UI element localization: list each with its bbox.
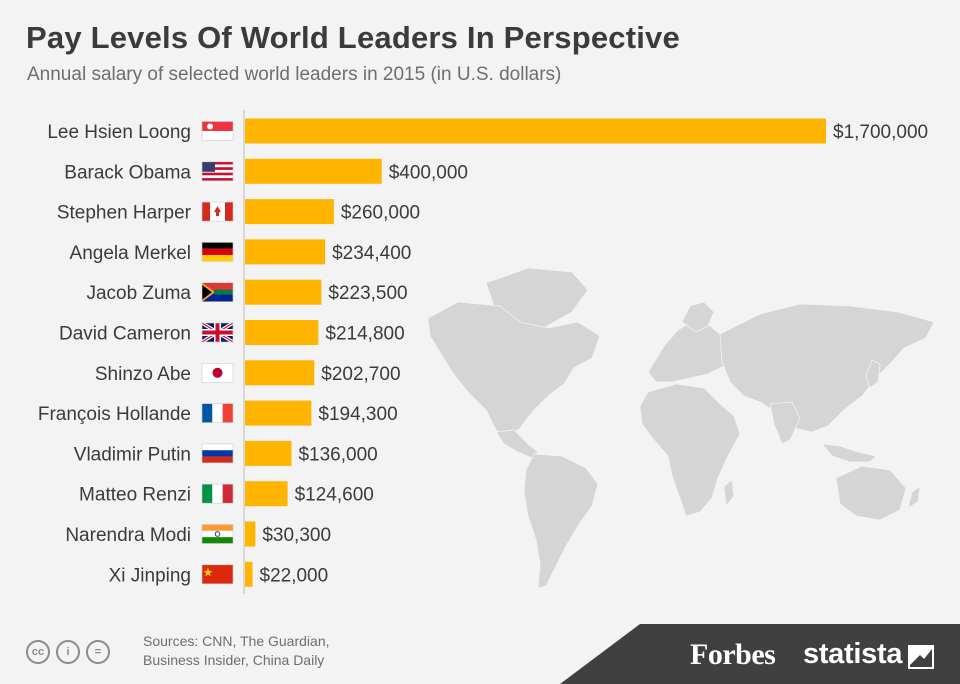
bar[interactable] bbox=[245, 481, 288, 507]
category-label: François Hollande bbox=[38, 404, 191, 425]
category-label: Stephen Harper bbox=[57, 203, 192, 224]
value-label: $234,400 bbox=[332, 243, 411, 264]
statista-logo[interactable]: statista bbox=[803, 638, 903, 670]
bar[interactable] bbox=[245, 521, 256, 547]
value-label: $22,000 bbox=[260, 565, 329, 586]
south-africa-flag-icon bbox=[201, 282, 234, 303]
bar[interactable] bbox=[245, 279, 322, 305]
category-label: Angela Merkel bbox=[70, 243, 191, 264]
canada-flag-icon bbox=[201, 201, 234, 222]
category-label: Shinzo Abe bbox=[95, 364, 191, 385]
forbes-logo[interactable]: Forbes bbox=[690, 638, 776, 671]
category-label: Xi Jinping bbox=[109, 565, 191, 586]
bar-row: Barack Obama $400,000 bbox=[64, 158, 468, 184]
france-flag-icon bbox=[201, 403, 234, 423]
category-label: Vladimir Putin bbox=[74, 444, 191, 465]
source-line-2: Business Insider, China Daily bbox=[143, 652, 325, 668]
value-label: $30,300 bbox=[262, 525, 331, 546]
no-derivatives-icon[interactable]: = bbox=[86, 640, 110, 664]
bar-row: Lee Hsien Loong $1,700,000 bbox=[47, 118, 928, 144]
china-flag-icon bbox=[201, 564, 234, 585]
bar-row: Jacob Zuma $223,500 bbox=[86, 279, 408, 305]
uk-flag-icon bbox=[201, 321, 234, 344]
source-line-1: Sources: CNN, The Guardian, bbox=[143, 633, 330, 649]
italy-flag-icon bbox=[201, 483, 234, 504]
category-label: Narendra Modi bbox=[65, 525, 191, 546]
usa-flag-icon bbox=[201, 161, 234, 182]
sources-note: Sources: CNN, The Guardian, Business Ins… bbox=[143, 632, 330, 670]
bar[interactable] bbox=[245, 360, 315, 386]
germany-flag-icon bbox=[201, 242, 234, 262]
bar-row: Narendra Modi $30,300 bbox=[65, 521, 331, 547]
bar[interactable] bbox=[245, 400, 312, 426]
bar-row: Angela Merkel $234,400 bbox=[70, 239, 411, 265]
creative-commons-icon[interactable]: cc bbox=[26, 640, 50, 664]
category-label: Matteo Renzi bbox=[79, 485, 191, 506]
value-label: $260,000 bbox=[341, 203, 420, 224]
value-label: $194,300 bbox=[318, 404, 397, 425]
chart-title: Pay Levels Of World Leaders In Perspecti… bbox=[26, 20, 680, 55]
value-label: $223,500 bbox=[328, 283, 407, 304]
value-label: $214,800 bbox=[325, 324, 404, 345]
bar[interactable] bbox=[245, 158, 382, 184]
category-label: Jacob Zuma bbox=[86, 283, 191, 304]
bar-row: Stephen Harper $260,000 bbox=[57, 199, 420, 225]
value-label: $202,700 bbox=[321, 364, 400, 385]
bar-row: Shinzo Abe $202,700 bbox=[95, 360, 401, 386]
bar-row: David Cameron $214,800 bbox=[59, 320, 405, 345]
category-label: Lee Hsien Loong bbox=[47, 122, 191, 143]
bar[interactable] bbox=[245, 440, 292, 466]
category-label: David Cameron bbox=[59, 324, 191, 345]
license-icons: cc i = bbox=[26, 640, 110, 664]
bar-row: François Hollande $194,300 bbox=[38, 400, 398, 426]
bar-row: Xi Jinping $22,000 bbox=[109, 561, 329, 587]
category-label: Barack Obama bbox=[64, 162, 191, 183]
value-label: $1,700,000 bbox=[833, 122, 928, 143]
bar[interactable] bbox=[245, 561, 253, 587]
bar[interactable] bbox=[245, 199, 334, 225]
attribution-icon[interactable]: i bbox=[56, 640, 80, 664]
india-flag-icon bbox=[201, 524, 234, 544]
value-label: $136,000 bbox=[298, 444, 377, 465]
bar[interactable] bbox=[245, 118, 826, 144]
statista-logo-icon bbox=[908, 645, 934, 669]
bar[interactable] bbox=[245, 320, 319, 345]
bar-row: Matteo Renzi $124,600 bbox=[79, 481, 374, 507]
value-label: $400,000 bbox=[389, 162, 468, 183]
japan-flag-icon bbox=[201, 362, 234, 383]
singapore-flag-icon bbox=[201, 121, 234, 141]
bar-row: Vladimir Putin $136,000 bbox=[74, 440, 378, 466]
russia-flag-icon bbox=[201, 443, 234, 464]
value-label: $124,600 bbox=[295, 485, 374, 506]
bar[interactable] bbox=[245, 239, 326, 265]
chart-subtitle: Annual salary of selected world leaders … bbox=[27, 64, 562, 85]
